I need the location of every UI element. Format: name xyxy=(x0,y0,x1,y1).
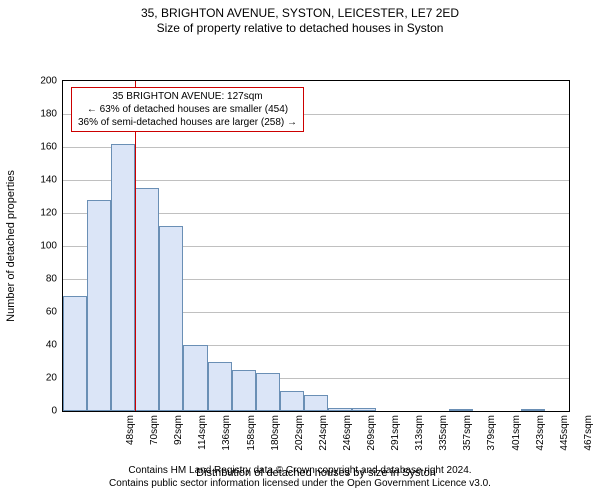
x-tick-label: 202sqm xyxy=(294,411,305,465)
x-tick-label: 158sqm xyxy=(246,411,257,465)
x-tick-label: 291sqm xyxy=(390,411,401,465)
histogram-bar xyxy=(159,226,183,411)
x-tick-label: 246sqm xyxy=(342,411,353,465)
y-tick-label: 160 xyxy=(40,142,63,153)
y-tick-label: 60 xyxy=(46,307,63,318)
attribution-footer: Contains HM Land Registry data © Crown c… xyxy=(109,465,491,490)
histogram-bar xyxy=(304,395,328,412)
x-tick-label: 48sqm xyxy=(125,411,136,465)
y-axis-label: Number of detached properties xyxy=(5,170,17,322)
x-tick-label: 467sqm xyxy=(583,411,594,465)
y-tick-label: 20 xyxy=(46,373,63,384)
x-tick-label: 180sqm xyxy=(270,411,281,465)
histogram-bar xyxy=(256,373,280,411)
title-line-2: Size of property relative to detached ho… xyxy=(0,21,600,36)
annotation-line: 36% of semi-detached houses are larger (… xyxy=(78,116,297,129)
histogram-bar xyxy=(280,391,304,411)
footer-line-2: Contains public sector information licen… xyxy=(109,478,491,491)
x-tick-label: 445sqm xyxy=(559,411,570,465)
gridline xyxy=(63,180,569,181)
plot-area: 02040608010012014016018020048sqm70sqm92s… xyxy=(62,80,570,412)
x-tick-label: 224sqm xyxy=(318,411,329,465)
histogram-bar xyxy=(63,296,87,412)
x-tick-label: 335sqm xyxy=(438,411,449,465)
x-tick-label: 70sqm xyxy=(149,411,160,465)
histogram-bar xyxy=(208,362,232,412)
annotation-line: ← 63% of detached houses are smaller (45… xyxy=(78,103,297,116)
x-tick-label: 136sqm xyxy=(221,411,232,465)
title-line-1: 35, BRIGHTON AVENUE, SYSTON, LEICESTER, … xyxy=(0,6,600,21)
chart-title: 35, BRIGHTON AVENUE, SYSTON, LEICESTER, … xyxy=(0,0,600,36)
x-tick-label: 401sqm xyxy=(511,411,522,465)
x-tick-label: 114sqm xyxy=(197,411,208,465)
y-tick-label: 140 xyxy=(40,175,63,186)
annotation-box: 35 BRIGHTON AVENUE: 127sqm← 63% of detac… xyxy=(71,87,304,132)
x-tick-label: 379sqm xyxy=(486,411,497,465)
y-tick-label: 100 xyxy=(40,241,63,252)
annotation-line: 35 BRIGHTON AVENUE: 127sqm xyxy=(78,90,297,103)
histogram-bar xyxy=(183,345,207,411)
x-tick-label: 313sqm xyxy=(414,411,425,465)
histogram-bar xyxy=(135,188,159,411)
y-tick-label: 180 xyxy=(40,109,63,120)
x-tick-label: 269sqm xyxy=(366,411,377,465)
y-tick-label: 120 xyxy=(40,208,63,219)
x-tick-label: 92sqm xyxy=(173,411,184,465)
histogram-bar xyxy=(111,144,135,411)
y-tick-label: 0 xyxy=(51,406,63,417)
y-tick-label: 80 xyxy=(46,274,63,285)
y-tick-label: 200 xyxy=(40,76,63,87)
histogram-bar xyxy=(232,370,256,411)
x-tick-label: 423sqm xyxy=(535,411,546,465)
x-tick-label: 357sqm xyxy=(462,411,473,465)
footer-line-1: Contains HM Land Registry data © Crown c… xyxy=(109,465,491,478)
histogram-bar xyxy=(87,200,111,411)
y-tick-label: 40 xyxy=(46,340,63,351)
gridline xyxy=(63,147,569,148)
